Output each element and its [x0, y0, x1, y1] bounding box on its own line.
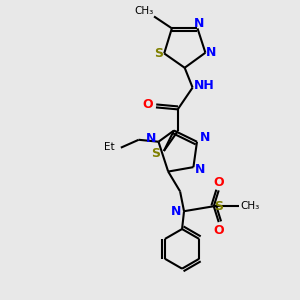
Text: Et: Et — [103, 142, 114, 152]
Text: N: N — [194, 17, 205, 30]
Text: N: N — [200, 131, 210, 144]
Text: N: N — [146, 132, 157, 145]
Text: CH₃: CH₃ — [241, 201, 260, 211]
Text: O: O — [213, 176, 224, 189]
Text: N: N — [195, 163, 206, 176]
Text: N: N — [171, 205, 181, 218]
Text: S: S — [214, 200, 223, 213]
Text: CH₃: CH₃ — [134, 5, 154, 16]
Text: NH: NH — [194, 79, 215, 92]
Text: N: N — [206, 46, 217, 59]
Text: O: O — [143, 98, 153, 111]
Text: O: O — [213, 224, 224, 236]
Text: S: S — [154, 47, 163, 60]
Text: S: S — [152, 148, 160, 160]
